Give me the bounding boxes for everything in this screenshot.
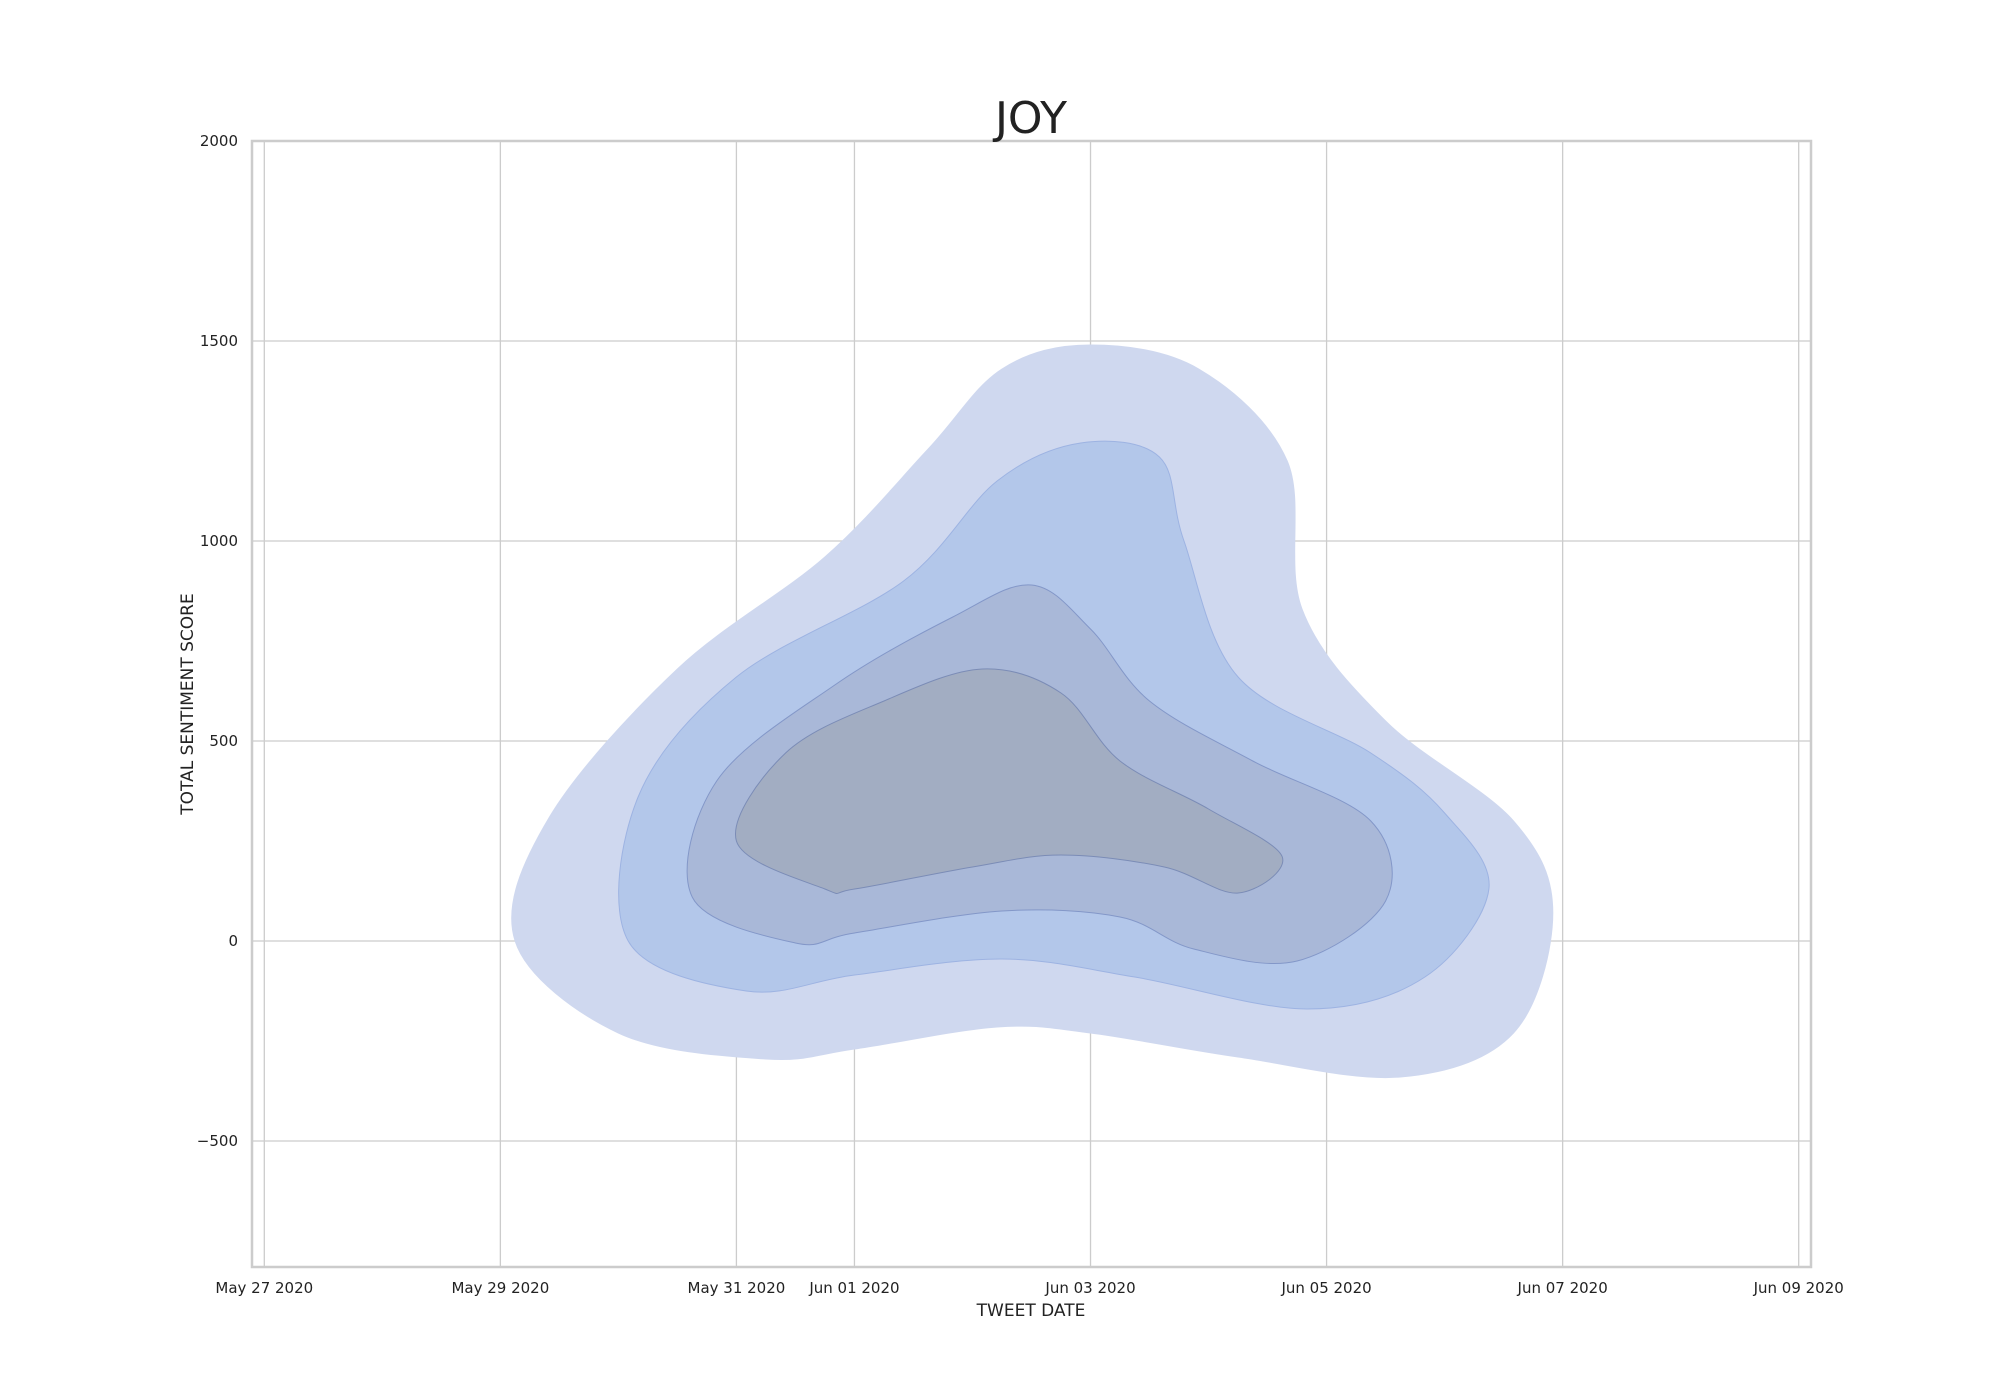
x-tick-label: Jun 09 2020 xyxy=(1753,1279,1844,1297)
x-tick-label: May 31 2020 xyxy=(688,1279,786,1297)
y-tick-label: 1500 xyxy=(200,332,238,350)
x-tick-label: Jun 03 2020 xyxy=(1044,1279,1135,1297)
y-tick-label: 2000 xyxy=(200,132,238,150)
x-axis-label: TWEET DATE xyxy=(976,1301,1086,1321)
plot-frame xyxy=(250,139,1813,1269)
chart-title: JOY xyxy=(992,93,1067,144)
y-tick-label: −500 xyxy=(197,1132,238,1150)
density-contours xyxy=(511,344,1554,1079)
x-tick-label: Jun 05 2020 xyxy=(1280,1279,1371,1297)
tick-labels: May 27 2020 May 29 2020 May 31 2020 Jun 01 … xyxy=(197,132,1844,1297)
x-tick-label: Jun 01 2020 xyxy=(808,1279,899,1297)
y-tick-label: 500 xyxy=(209,732,238,750)
y-tick-label: 1000 xyxy=(200,532,238,550)
x-tick-label: Jun 07 2020 xyxy=(1517,1279,1608,1297)
density-contour-level-4 xyxy=(735,668,1284,894)
x-tick-label: May 29 2020 xyxy=(451,1279,549,1297)
x-tick-label: May 27 2020 xyxy=(215,1279,313,1297)
y-axis-label: TOTAL SENTIMENT SCORE xyxy=(178,593,198,816)
y-tick-label: 0 xyxy=(228,932,238,950)
